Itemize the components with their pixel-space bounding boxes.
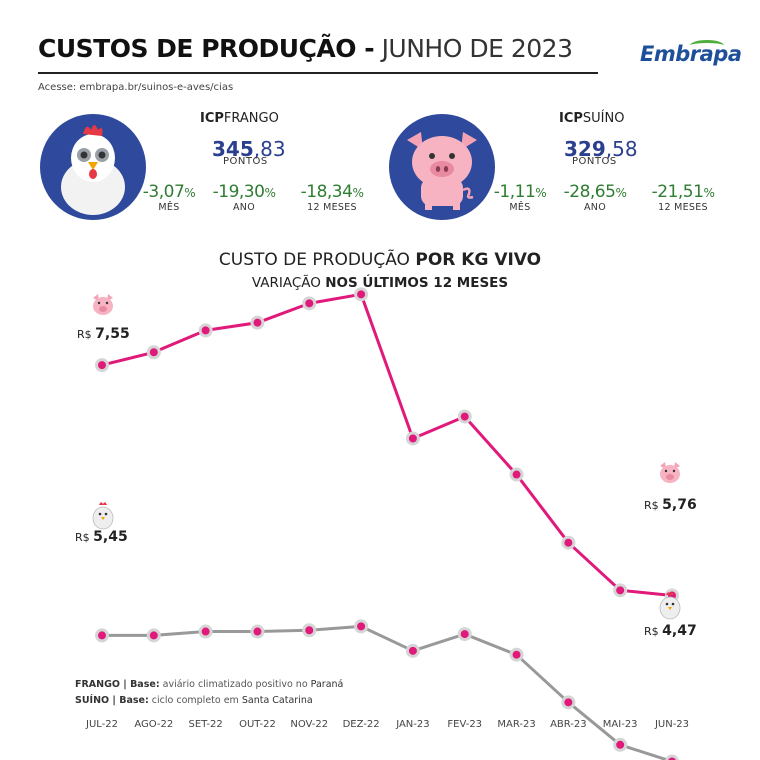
- frango-var-12m: -18,34% 12 MESES: [300, 182, 364, 213]
- icp-frango-unit: PONTOS: [223, 156, 268, 167]
- frango-end-label: R$ 4,47: [644, 623, 697, 639]
- icp-frango: ICPFRANGO: [200, 111, 358, 126]
- x-tick-label: OUT-22: [239, 719, 276, 730]
- suino-var-year: -28,65% ANO: [563, 182, 627, 213]
- suino-point: [457, 409, 472, 424]
- source-url: Acesse: embrapa.br/suinos-e-aves/cias: [38, 82, 234, 93]
- frango-point: [665, 754, 679, 760]
- logo-swoosh-icon: [690, 40, 724, 51]
- frango-start-label: R$ 5,45: [75, 529, 128, 545]
- x-tick-label: JUN-23: [654, 719, 689, 730]
- chicken-badge-icon: [40, 114, 146, 220]
- frango-var-year: -19,30% ANO: [212, 182, 276, 213]
- x-tick-label: MAR-23: [497, 719, 535, 730]
- frango-point: [509, 647, 524, 662]
- chicken-mini-icon-end: [659, 592, 681, 620]
- suino-point: [405, 431, 420, 446]
- frango-series-line: [102, 624, 673, 760]
- x-tick-label: MAI-23: [603, 719, 638, 730]
- suino-series-line: [101, 292, 673, 597]
- chart-title: CUSTO DE PRODUÇÃO POR KG VIVO: [218, 250, 542, 270]
- suino-point: [509, 467, 524, 482]
- x-tick-label: AGO-22: [134, 719, 173, 730]
- icp-frango-name: ICPFRANGO: [200, 111, 279, 126]
- frango-point: [302, 623, 317, 638]
- suino-point: [302, 296, 317, 311]
- icp-frango-value: 345,83: [212, 137, 286, 161]
- chicken-mini-icon: [92, 502, 114, 530]
- frango-point: [561, 695, 576, 710]
- suino-point: [613, 583, 628, 598]
- frango-point: [146, 628, 161, 643]
- pig-badge-icon: [389, 114, 495, 220]
- frango-point: [95, 628, 109, 643]
- suino-point: [561, 535, 576, 550]
- note-frango: FRANGO | Base: aviário climatizado posit…: [75, 679, 344, 690]
- x-tick-label: NOV-22: [290, 719, 328, 730]
- suino-end-label: R$ 5,76: [644, 497, 697, 513]
- frango-point: [613, 737, 628, 752]
- note-suino: SUÍNO | Base: ciclo completo em Santa Ca…: [75, 695, 313, 706]
- suino-point: [198, 323, 213, 338]
- suino-var-month: -1,11% MÊS: [493, 182, 547, 213]
- icp-suino-name: ICPSUÍNO: [559, 111, 625, 126]
- pig-mini-icon-end: [660, 462, 680, 483]
- pig-mini-icon: [93, 294, 113, 315]
- suino-point: [250, 315, 265, 330]
- page-title: CUSTOS DE PRODUÇÃO - JUNHO DE 2023: [38, 34, 573, 63]
- frango-point: [405, 643, 420, 658]
- frango-point: [354, 619, 369, 634]
- x-tick-label: SET-22: [189, 719, 223, 730]
- frango-point: [250, 624, 265, 639]
- icp-suino-unit: PONTOS: [572, 156, 617, 167]
- suino-point: [354, 287, 369, 302]
- chart-notes: FRANGO | Base: aviário climatizado posit…: [75, 677, 343, 709]
- frango-var-month: -3,07% MÊS: [142, 182, 196, 213]
- x-tick-label: JUL-22: [85, 719, 118, 730]
- frango-point: [457, 627, 472, 642]
- suino-point: [95, 358, 109, 373]
- suino-var-12m: -21,51% 12 MESES: [651, 182, 715, 213]
- x-tick-label: JAN-23: [395, 719, 429, 730]
- x-tick-label: FEV-23: [447, 719, 482, 730]
- suino-point: [146, 345, 161, 360]
- title-underline: [38, 72, 598, 74]
- x-tick-label: ABR-23: [550, 719, 587, 730]
- x-tick-label: DEZ-22: [343, 719, 380, 730]
- title-bold: CUSTOS DE PRODUÇÃO -: [38, 34, 375, 63]
- suino-start-label: R$ 7,55: [77, 326, 130, 342]
- icp-suino: ICPSUÍNO: [559, 111, 717, 126]
- icp-suino-value: 329,58: [564, 137, 638, 161]
- chart-subtitle: VARIAÇÃO NOS ÚLTIMOS 12 MESES: [251, 275, 509, 291]
- title-light: JUNHO DE 2023: [381, 34, 573, 63]
- frango-point: [198, 624, 213, 639]
